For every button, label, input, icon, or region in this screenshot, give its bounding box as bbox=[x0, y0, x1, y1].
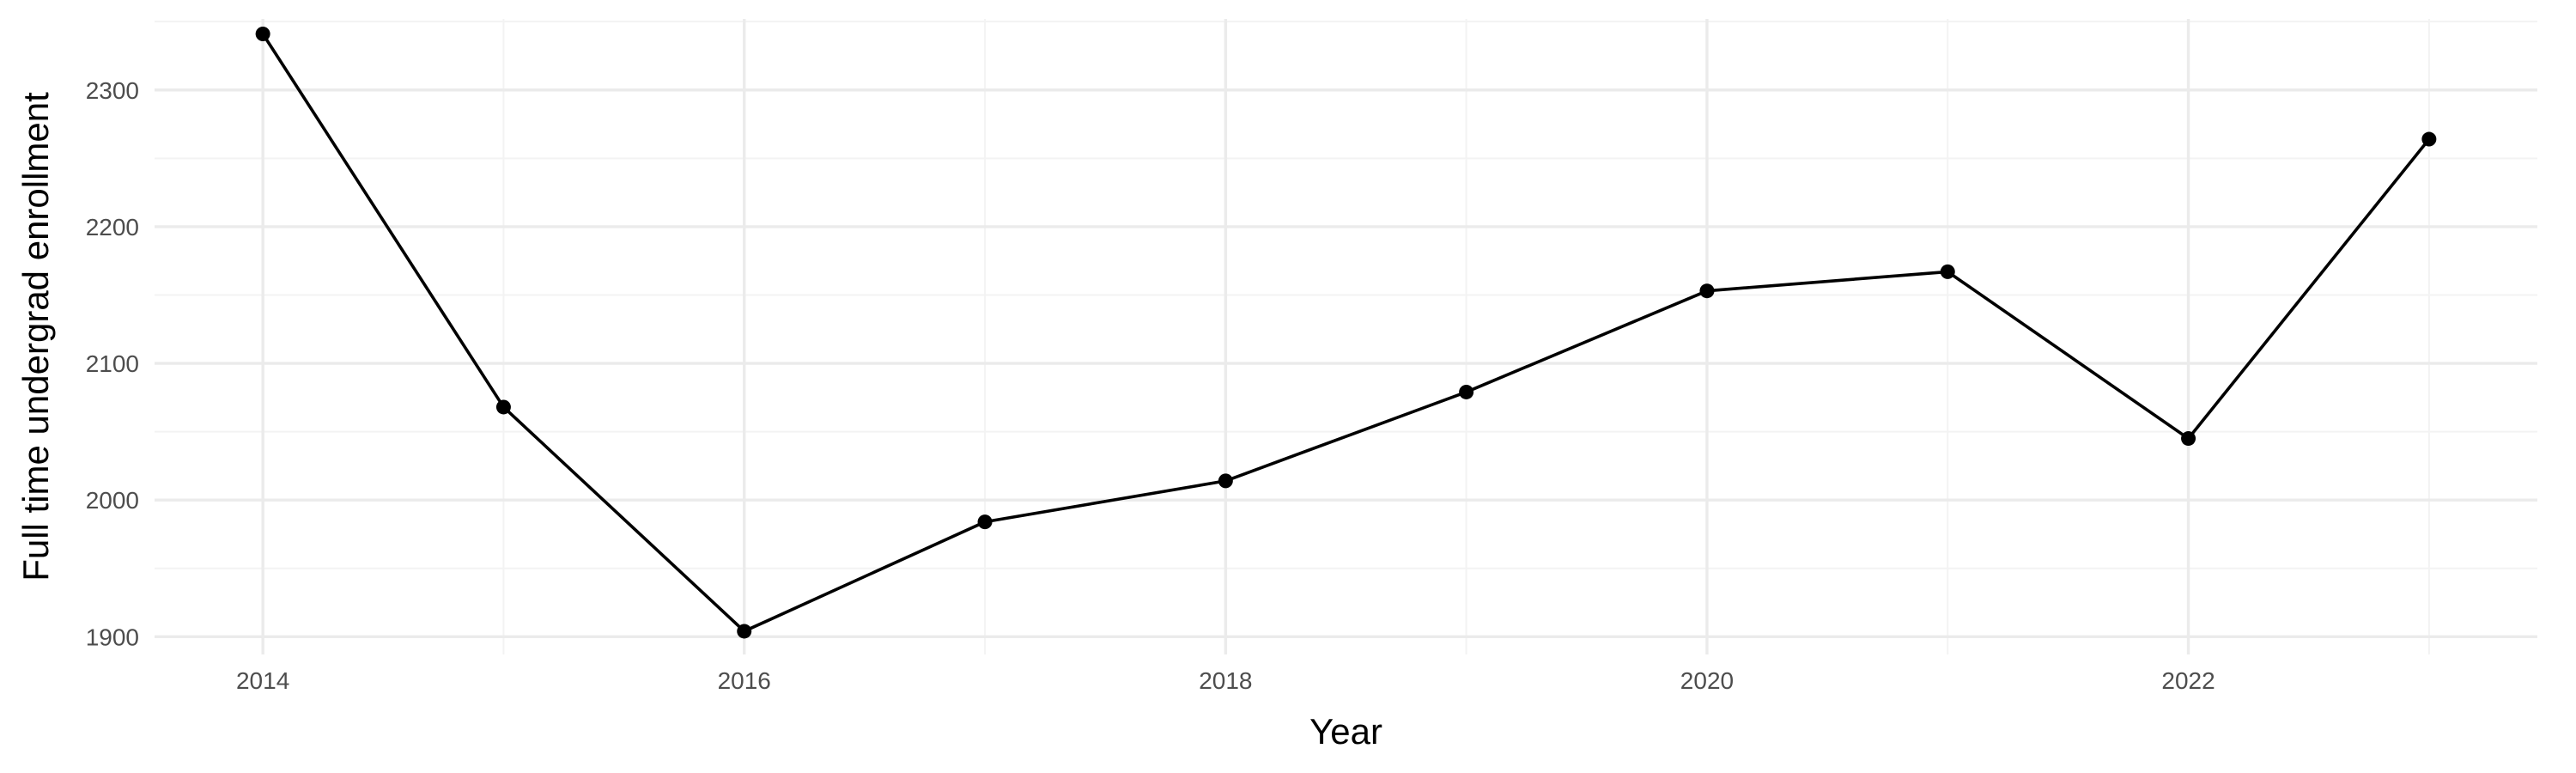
y-tick-label: 2200 bbox=[86, 214, 139, 240]
data-point bbox=[1218, 473, 1233, 489]
data-point bbox=[737, 624, 752, 639]
grid-lines bbox=[155, 19, 2537, 654]
x-tick-label: 2018 bbox=[1199, 667, 1252, 694]
y-tick-label: 2100 bbox=[86, 350, 139, 377]
data-point bbox=[2421, 131, 2437, 147]
series-layer bbox=[255, 27, 2437, 639]
y-tick-label: 2000 bbox=[86, 487, 139, 514]
data-point bbox=[1459, 384, 1474, 399]
y-axis-title: Full time undergrad enrollment bbox=[15, 92, 56, 581]
x-tick-label: 2016 bbox=[718, 667, 771, 694]
x-axis-title: Year bbox=[1309, 711, 1382, 752]
data-point bbox=[2181, 431, 2196, 447]
series-line bbox=[261, 33, 2431, 633]
tick-labels: 1900 2000 2100 2200 2300 2014 2016 2018 2020 2022 bbox=[86, 77, 2215, 694]
data-point bbox=[495, 399, 511, 415]
data-point bbox=[977, 514, 993, 530]
x-tick-label: 2014 bbox=[236, 667, 289, 694]
data-point bbox=[255, 27, 270, 42]
y-tick-label: 1900 bbox=[86, 624, 139, 650]
y-tick-label: 2300 bbox=[86, 77, 139, 104]
data-point bbox=[1699, 283, 1715, 299]
x-tick-label: 2022 bbox=[2161, 667, 2215, 694]
data-point bbox=[1940, 264, 1955, 279]
x-tick-label: 2020 bbox=[1680, 667, 1734, 694]
